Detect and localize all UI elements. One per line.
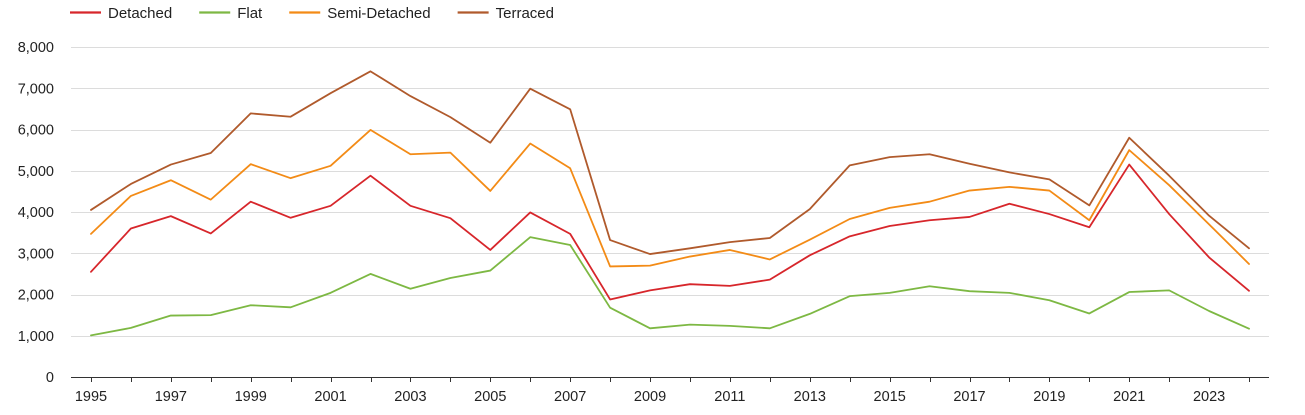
legend-item-detached: Detached — [70, 5, 172, 22]
legend-label: Flat — [237, 5, 263, 22]
y-tick-label: 0 — [46, 370, 54, 386]
legend-item-terraced: Terraced — [457, 5, 554, 22]
y-tick-label: 7,000 — [18, 81, 54, 97]
x-tick-label: 2005 — [474, 389, 506, 405]
y-tick-label: 3,000 — [18, 246, 54, 262]
y-tick-label: 8,000 — [18, 40, 54, 56]
axes: 0 1,000 2,000 3,000 4,000 5,000 6,000 7,000 8,00… — [18, 40, 1269, 405]
series-line-semi-detached — [90, 129, 1250, 268]
x-tick-label: 2015 — [874, 389, 906, 405]
y-tick-label: 1,000 — [18, 329, 54, 345]
x-tick-label: 2001 — [314, 389, 346, 405]
x-tick-label: 2013 — [794, 389, 826, 405]
y-tick-label: 6,000 — [18, 123, 54, 139]
x-tick-label: 2007 — [554, 389, 586, 405]
legend-item-flat: Flat — [199, 5, 263, 22]
x-tick-label: 1999 — [235, 389, 267, 405]
x-tick-label: 2011 — [714, 389, 745, 405]
x-tick-label: 1997 — [155, 389, 187, 405]
x-tick-label: 2019 — [1033, 389, 1065, 405]
y-tick-label: 2,000 — [18, 288, 54, 304]
x-tick-label: 2023 — [1193, 389, 1225, 405]
y-tick-label: 5,000 — [18, 164, 54, 180]
legend-item-semi-detached: Semi-Detached — [289, 5, 431, 22]
legend: Detached Flat Semi-Detached Terraced — [70, 5, 554, 22]
series-line-flat — [90, 236, 1250, 337]
legend-label: Semi-Detached — [327, 5, 430, 22]
x-tick-label: 2017 — [953, 389, 985, 405]
y-tick-label: 4,000 — [18, 205, 54, 221]
legend-label: Detached — [108, 5, 172, 22]
x-tick-label: 1995 — [75, 389, 107, 405]
grid-lines — [71, 47, 1269, 337]
series-line-detached — [90, 163, 1250, 301]
series-line-terraced — [90, 70, 1250, 255]
x-tick-label: 2003 — [394, 389, 426, 405]
x-tick-label: 2021 — [1113, 389, 1145, 405]
x-tick-label: 2009 — [634, 389, 666, 405]
legend-label: Terraced — [496, 5, 554, 22]
series-lines — [90, 70, 1250, 337]
